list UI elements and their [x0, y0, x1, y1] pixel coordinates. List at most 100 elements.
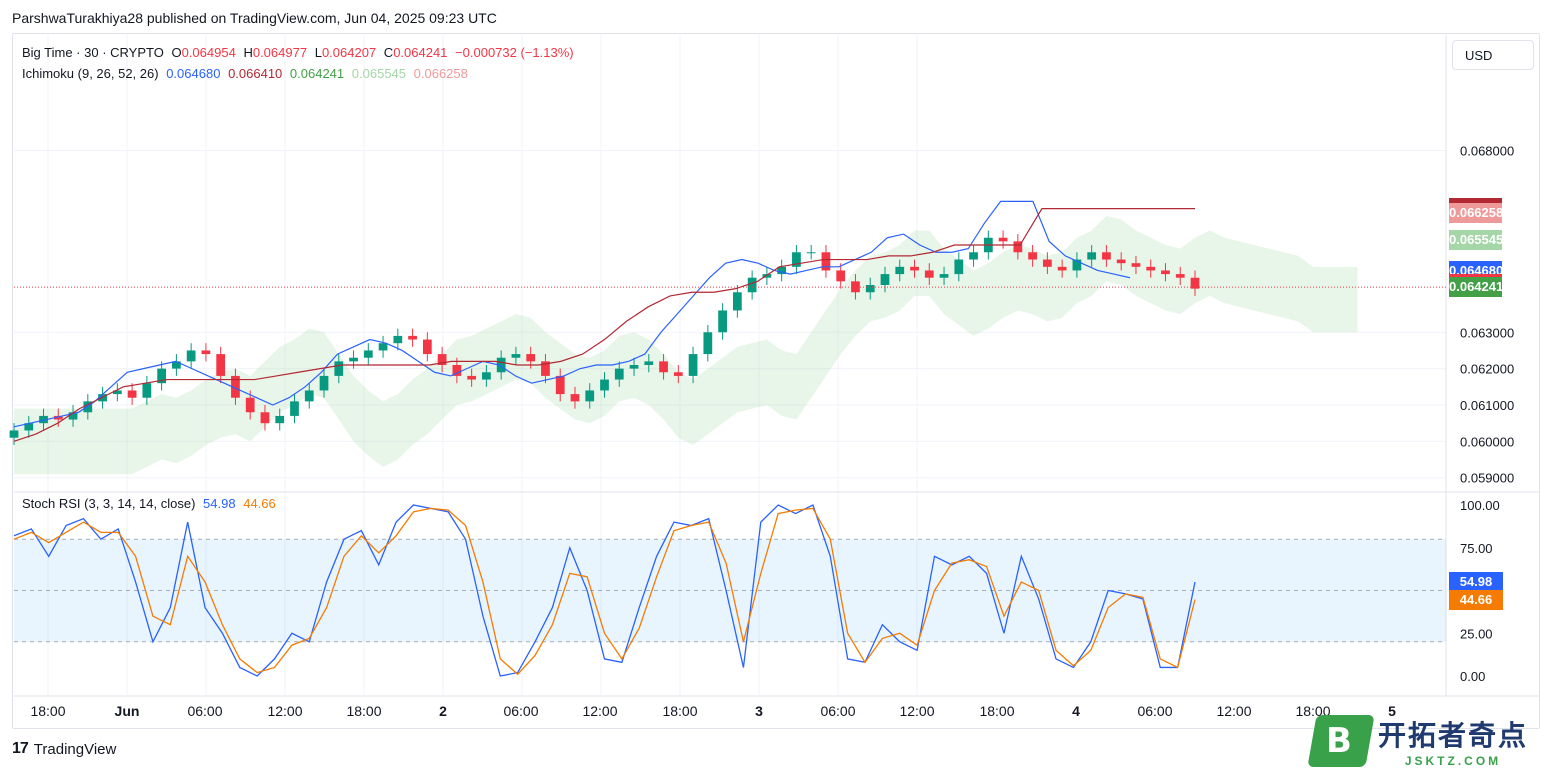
candle	[334, 361, 344, 376]
candle	[659, 361, 668, 373]
tradingview-footer[interactable]: 17 TradingView	[12, 740, 116, 758]
time-tick-label: 18:00	[30, 703, 65, 719]
candle	[703, 332, 713, 355]
candle	[157, 368, 166, 384]
candle	[585, 390, 595, 402]
candle	[836, 270, 846, 282]
ichimoku-kijun-value: 0.066410	[228, 66, 283, 81]
time-tick-label: 5	[1388, 703, 1396, 719]
candle	[644, 361, 654, 365]
candle	[422, 339, 432, 355]
stoch-legend[interactable]: Stoch RSI (3, 3, 14, 14, close) 54.98 44…	[22, 496, 280, 511]
candle	[186, 350, 196, 362]
candle	[821, 252, 831, 271]
candle	[1131, 263, 1141, 267]
candle	[673, 372, 683, 376]
stoch-tag: 44.66	[1449, 589, 1503, 610]
candle	[954, 259, 964, 275]
ichimoku-tenkan-value: 0.064680	[166, 66, 221, 81]
candle	[172, 361, 181, 369]
time-tick-label: 12:00	[1216, 703, 1251, 719]
candle	[304, 390, 314, 402]
time-tick-label: 12:00	[899, 703, 934, 719]
time-tick-label: 18:00	[979, 703, 1014, 719]
watermark: B 开拓者奇点 JSKTZ.COM	[1307, 714, 1529, 768]
candle	[865, 285, 875, 293]
candle	[496, 357, 506, 373]
candle	[290, 401, 299, 416]
candle	[600, 379, 609, 391]
low-label: L	[314, 45, 322, 60]
candle	[924, 270, 934, 278]
open-value: 0.064954	[181, 45, 236, 60]
stoch-label: Stoch RSI (3, 3, 14, 14, close)	[22, 496, 196, 511]
price-tag: 0.066258	[1449, 202, 1503, 223]
candle	[201, 350, 211, 355]
candle	[895, 266, 905, 275]
candle	[629, 365, 639, 369]
symbol-label[interactable]: Big Time · 30 · CRYPTO	[22, 45, 164, 60]
candle	[526, 354, 536, 362]
candle	[393, 335, 403, 344]
time-tick-label: 18:00	[662, 703, 697, 719]
time-tick-label: 12:00	[267, 703, 302, 719]
stoch-tick-label: 0.00	[1460, 669, 1485, 684]
price-tick-label: 0.061000	[1460, 398, 1514, 413]
candle	[732, 292, 742, 311]
price-tick-label: 0.062000	[1460, 362, 1514, 377]
time-tick-label: 06:00	[503, 703, 538, 719]
candle	[1013, 241, 1023, 253]
high-value: 0.064977	[252, 45, 308, 60]
candle	[437, 354, 447, 365]
candle	[112, 390, 122, 395]
candle	[24, 423, 34, 431]
candle	[1116, 259, 1126, 264]
currency-button[interactable]: USD	[1452, 40, 1534, 70]
ichimoku-chikou-value: 0.064241	[289, 66, 345, 81]
symbol-legend: Big Time · 30 · CRYPTO O0.064954 H0.0649…	[22, 45, 578, 60]
chart-frame[interactable]	[12, 33, 1540, 729]
open-label: O	[171, 45, 182, 60]
ichimoku-label: Ichimoku (9, 26, 52, 26)	[22, 66, 159, 81]
candle	[1102, 252, 1111, 260]
change-value: −0.000732 (−1.13%)	[455, 45, 574, 60]
time-tick-label: 2	[439, 703, 447, 719]
candle	[969, 252, 978, 260]
price-tick-label: 0.059000	[1460, 471, 1514, 486]
stoch-tick-label: 100.00	[1460, 498, 1500, 513]
candle	[998, 237, 1008, 242]
candle	[68, 412, 78, 420]
candle	[260, 412, 270, 424]
price-tag: 0.065545	[1449, 229, 1503, 250]
ichimoku-cloud	[14, 215, 1358, 475]
candle	[452, 365, 462, 376]
time-tick-label: 4	[1072, 703, 1080, 719]
time-tick-label: 18:00	[346, 703, 381, 719]
close-value: 0.064241	[393, 45, 448, 60]
tenkan-line	[13, 200, 1131, 428]
candle	[127, 390, 137, 398]
ichimoku-spanA-value: 0.065545	[351, 66, 407, 81]
watermark-logo-icon: B	[1307, 715, 1375, 767]
price-tag: 0.064241	[1449, 277, 1503, 298]
watermark-cn: 开拓者奇点	[1378, 720, 1529, 751]
candle	[939, 274, 949, 278]
candle	[53, 415, 63, 420]
ichimoku-spanB-value: 0.066258	[413, 66, 468, 81]
publisher-line: ParshwaTurakhiya28 published on TradingV…	[12, 10, 497, 26]
candle	[1028, 252, 1037, 260]
candle	[806, 252, 816, 254]
candle	[792, 252, 801, 267]
ichimoku-legend[interactable]: Ichimoku (9, 26, 52, 26) 0.064680 0.0664…	[22, 66, 472, 81]
candle	[1146, 266, 1156, 271]
candle	[349, 357, 358, 362]
stoch-d-value: 44.66	[243, 496, 276, 511]
candle	[467, 375, 477, 380]
stoch-d-line	[13, 507, 1196, 676]
candle	[747, 277, 757, 293]
low-value: 0.064207	[321, 45, 377, 60]
candle	[1161, 270, 1170, 275]
time-tick-label: 06:00	[1137, 703, 1172, 719]
stoch-k-value: 54.98	[203, 496, 236, 511]
